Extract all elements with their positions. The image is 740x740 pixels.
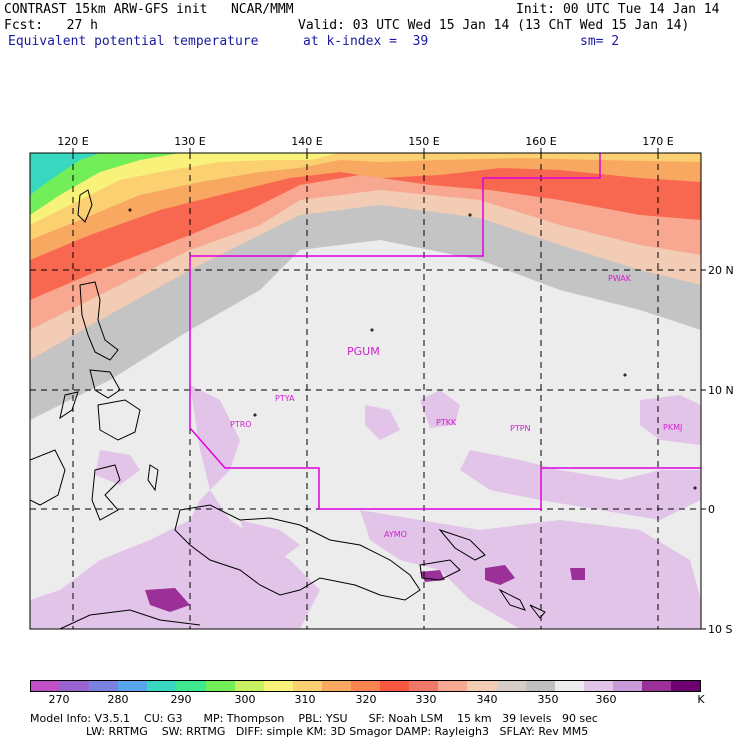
lon-label: 150 E bbox=[408, 135, 439, 148]
lon-label: 170 E bbox=[642, 135, 673, 148]
model-info-line2: LW: RRTMG SW: RRTMG DIFF: simple KM: 3D … bbox=[30, 725, 589, 738]
valid-time: Valid: 03 UTC Wed 15 Jan 14 (13 ChT Wed … bbox=[298, 18, 690, 33]
station-label: PTKK bbox=[436, 418, 457, 427]
colorbar-label: 300 bbox=[234, 693, 256, 706]
station-label: AYMO bbox=[384, 530, 407, 539]
colorbar-swatch-3 bbox=[118, 681, 148, 691]
station-label: PKMJ bbox=[663, 423, 682, 432]
lon-label: 130 E bbox=[174, 135, 205, 148]
colorbar-swatch-7 bbox=[234, 681, 264, 691]
stations: PGUM PTYA PTRO PTKK PTPN PKMJ PWAK AYMO bbox=[230, 274, 682, 539]
colorbar-swatch-22 bbox=[671, 681, 701, 691]
colorbar-swatch-14 bbox=[438, 681, 468, 691]
forecast-hour: Fcst: 27 h bbox=[4, 18, 98, 33]
colorbar-swatch-5 bbox=[176, 681, 206, 691]
colorbar-swatch-2 bbox=[89, 681, 119, 691]
longitude-axis: 120 E 130 E 140 E 150 E 160 E 170 E bbox=[57, 135, 674, 153]
colorbar-swatch-10 bbox=[321, 681, 352, 691]
colorbar-swatch-17 bbox=[525, 681, 555, 691]
colorbar-swatch-9 bbox=[292, 681, 322, 691]
colorbar-swatch-16 bbox=[496, 681, 526, 691]
colorbar-label: 310 bbox=[294, 693, 316, 706]
colorbar-label: 330 bbox=[415, 693, 437, 706]
colorbar-swatch-11 bbox=[351, 681, 381, 691]
colorbar-swatch-0 bbox=[31, 681, 61, 691]
init-time: Init: 00 UTC Tue 14 Jan 14 bbox=[516, 2, 720, 17]
colorbar-label: 350 bbox=[537, 693, 559, 706]
colorbar-swatch-1 bbox=[60, 681, 90, 691]
lon-label: 160 E bbox=[525, 135, 556, 148]
colorbar-swatch-12 bbox=[380, 681, 410, 691]
lat-label: 10 S bbox=[708, 623, 732, 636]
colorbar-label: 270 bbox=[48, 693, 70, 706]
smoothing: sm= 2 bbox=[580, 34, 620, 49]
colorbar-swatch-19 bbox=[583, 681, 613, 691]
colorbar-swatch-4 bbox=[147, 681, 177, 691]
colorbar-unit: K bbox=[697, 693, 705, 706]
map-frame bbox=[29, 152, 702, 630]
lon-label: 120 E bbox=[57, 135, 88, 148]
field-name: Equivalent potential temperature bbox=[8, 34, 259, 49]
lat-label: 0 bbox=[708, 503, 715, 516]
colorbar-swatch-20 bbox=[612, 681, 642, 691]
lon-label: 140 E bbox=[291, 135, 322, 148]
lat-label: 10 N bbox=[708, 384, 734, 397]
region-boundary bbox=[189, 153, 701, 510]
lat-label: 20 N bbox=[708, 264, 734, 277]
level-index: at k-index = 39 bbox=[303, 34, 429, 49]
colorbar-swatch-18 bbox=[554, 681, 584, 691]
station-label: PTRO bbox=[230, 420, 252, 429]
colorbar-swatch-8 bbox=[263, 681, 293, 691]
colorbar-swatch-6 bbox=[205, 681, 235, 691]
colorbar-swatch-15 bbox=[467, 681, 497, 691]
latitude-axis: 20 N 10 N 0 10 S bbox=[701, 264, 734, 636]
station-label: PTYA bbox=[275, 394, 295, 403]
model-info-line1: Model Info: V3.5.1 CU: G3 MP: Thompson P… bbox=[30, 712, 598, 725]
colorbar-label: 320 bbox=[355, 693, 377, 706]
theta-e-field bbox=[30, 153, 701, 629]
model-title: CONTRAST 15km ARW-GFS init NCAR/MMM bbox=[4, 2, 294, 17]
colorbar-label: 340 bbox=[476, 693, 498, 706]
station-label: PTPN bbox=[510, 424, 531, 433]
colorbar-swatch-21 bbox=[641, 681, 672, 691]
colorbar-label: 290 bbox=[170, 693, 192, 706]
colorbar-swatch-13 bbox=[409, 681, 439, 691]
station-label: PWAK bbox=[608, 274, 632, 283]
color-scale-bar bbox=[30, 680, 701, 692]
colorbar-label: 360 bbox=[595, 693, 617, 706]
station-label: PGUM bbox=[347, 345, 380, 358]
colorbar-label: 280 bbox=[107, 693, 129, 706]
